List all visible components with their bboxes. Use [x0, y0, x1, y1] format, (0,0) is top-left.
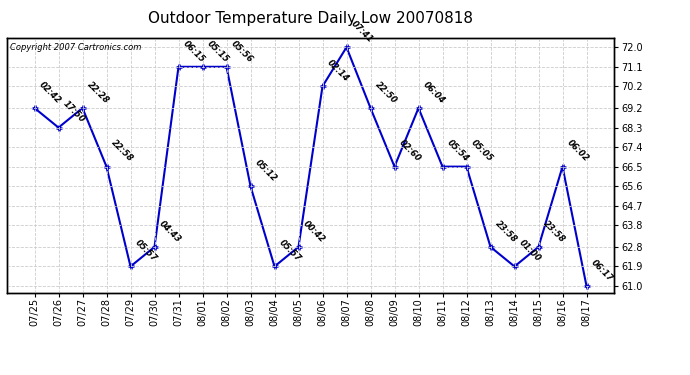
- Text: 06:15: 06:15: [181, 39, 206, 64]
- Text: Copyright 2007 Cartronics.com: Copyright 2007 Cartronics.com: [10, 43, 141, 52]
- Text: 06:04: 06:04: [422, 80, 446, 105]
- Text: 07:41: 07:41: [349, 19, 375, 45]
- Text: 05:56: 05:56: [229, 39, 255, 64]
- Text: 06:17: 06:17: [589, 258, 615, 283]
- Text: 01:00: 01:00: [518, 238, 542, 264]
- Text: 22:58: 22:58: [109, 138, 135, 164]
- Text: 22:50: 22:50: [373, 80, 399, 105]
- Text: 17:50: 17:50: [61, 99, 87, 125]
- Text: 05:57: 05:57: [277, 238, 303, 264]
- Text: 23:58: 23:58: [541, 219, 566, 244]
- Text: Outdoor Temperature Daily Low 20070818: Outdoor Temperature Daily Low 20070818: [148, 11, 473, 26]
- Text: 05:05: 05:05: [469, 138, 495, 164]
- Text: 02:60: 02:60: [397, 138, 423, 164]
- Text: 05:12: 05:12: [253, 158, 279, 183]
- Text: 05:54: 05:54: [445, 138, 471, 164]
- Text: 22:28: 22:28: [86, 80, 110, 105]
- Text: 05:15: 05:15: [206, 39, 230, 64]
- Text: 06:02: 06:02: [565, 138, 591, 164]
- Text: 02:14: 02:14: [325, 58, 351, 84]
- Text: 04:43: 04:43: [157, 219, 183, 244]
- Text: 23:58: 23:58: [493, 219, 519, 244]
- Text: 05:57: 05:57: [133, 238, 159, 264]
- Text: 00:42: 00:42: [302, 219, 326, 244]
- Text: 02:42: 02:42: [37, 80, 63, 105]
